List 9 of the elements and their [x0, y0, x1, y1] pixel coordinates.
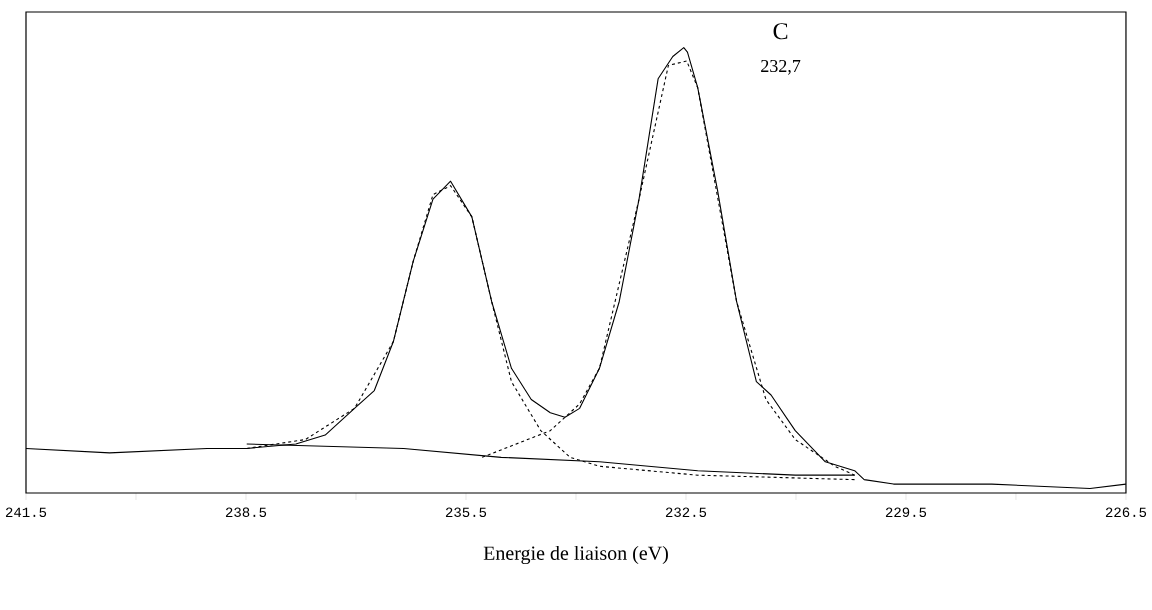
x-tick-label: 238.5 [225, 507, 267, 518]
x-tick-label: 235.5 [445, 507, 487, 518]
x-axis-title: Energie de liaison (eV) [483, 545, 668, 565]
x-tick-label: 226.5 [1105, 507, 1147, 518]
annotation: 232,7 [761, 59, 801, 75]
x-tick-label: 229.5 [885, 507, 927, 518]
text: C [773, 23, 788, 40]
x-tick-label: 232.5 [665, 507, 707, 518]
x-tick-label: 241.5 [5, 507, 47, 518]
